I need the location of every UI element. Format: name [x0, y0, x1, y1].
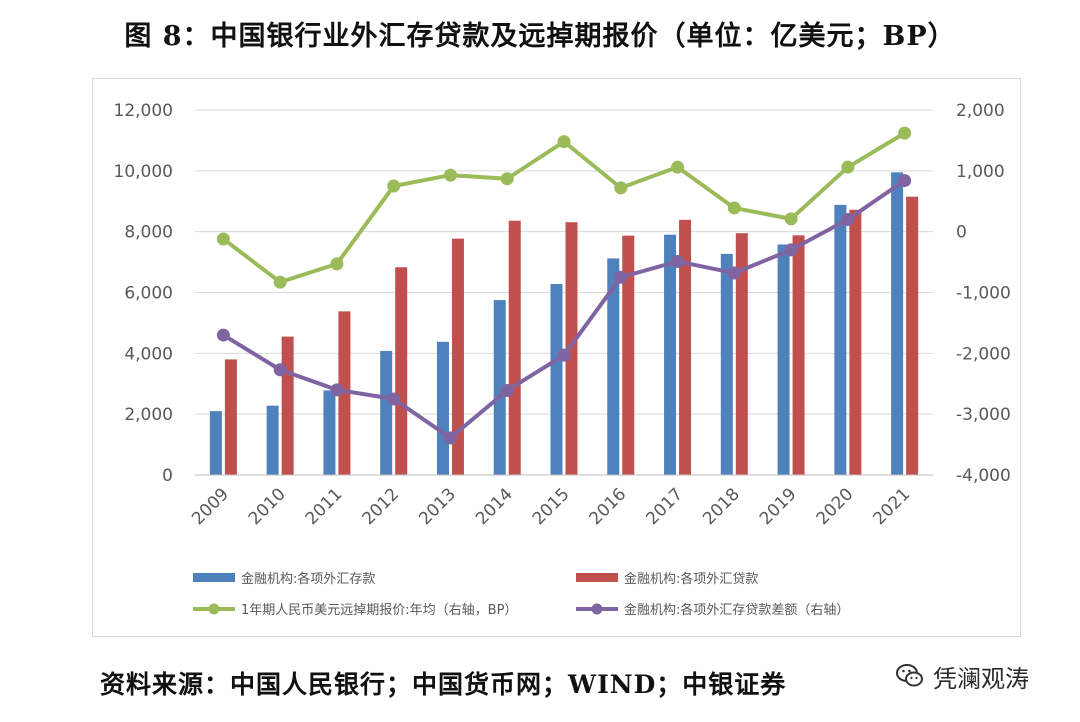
gap-point: [500, 383, 514, 397]
x-tick-label: 2012: [358, 484, 403, 529]
figure-title: 图 8：中国银行业外汇存贷款及远掉期报价（单位：亿美元；BP）: [124, 21, 956, 52]
watermark-text: 凭澜观涛: [933, 664, 1029, 693]
bar-deposit: [266, 405, 279, 475]
swap-point: [671, 160, 685, 174]
swap-point: [443, 168, 457, 182]
bar-deposit: [436, 341, 449, 475]
y-right-tick-label: 1,000: [956, 162, 1005, 182]
gap-point: [330, 383, 344, 397]
gap-point: [443, 431, 457, 445]
legend-swatch: [193, 573, 235, 582]
legend-label: 金融机构:各项外汇存款: [241, 571, 375, 587]
x-tick-label: 2011: [302, 484, 347, 529]
gap-point: [273, 363, 287, 377]
gap-point: [841, 213, 855, 226]
x-tick-label: 2016: [586, 484, 631, 529]
x-tick-label: 2013: [415, 484, 460, 529]
y-right-tick-label: 0: [956, 223, 967, 243]
y-right-tick-label: 2,000: [956, 101, 1005, 121]
bar-loan: [508, 220, 521, 475]
gap-point: [387, 392, 401, 406]
bar-deposit: [834, 204, 847, 475]
swap-point: [898, 126, 912, 140]
legend-swatch: [576, 573, 618, 582]
y-left-tick-label: 0: [162, 466, 173, 486]
gap-point: [557, 348, 571, 362]
swap-point: [784, 212, 798, 226]
x-tick-label: 2017: [642, 484, 687, 529]
bar-deposit: [720, 253, 733, 475]
x-tick-label: 2014: [472, 484, 517, 529]
bar-deposit: [380, 350, 393, 475]
bar-deposit: [209, 411, 222, 475]
source-note: 资料来源：中国人民银行；中国货币网；WIND；中银证券: [100, 670, 787, 699]
chart-frame: 0 2,000 4,000 6,000 8,000 10,000 12,000 -4,000 -…: [92, 78, 1021, 637]
wechat-icon: [896, 664, 923, 687]
bar-loan: [849, 209, 862, 475]
bar-loan: [395, 267, 408, 475]
bar-loan: [281, 336, 294, 475]
swap-point: [216, 232, 230, 246]
bar-loan: [451, 238, 464, 475]
legend-label: 1年期人民币美元远掉期报价:年均（右轴，BP）: [241, 603, 517, 618]
y-left-tick-label: 6,000: [124, 284, 173, 304]
y-left-tick-label: 2,000: [124, 405, 173, 425]
chart-svg: 0 2,000 4,000 6,000 8,000 10,000 12,000 -4,000 -…: [114, 101, 1011, 618]
legend-marker: [591, 603, 603, 615]
bar-deposit: [664, 234, 677, 475]
x-tick-label: 2018: [699, 484, 744, 529]
bar-deposit: [323, 390, 336, 475]
swap-point: [387, 179, 401, 193]
swap-point: [500, 172, 514, 186]
swap-point: [841, 160, 855, 174]
bar-loan: [906, 196, 919, 475]
y-right-tick-label: -3,000: [956, 405, 1011, 425]
swap-point: [273, 275, 287, 289]
bar-loan: [224, 359, 237, 475]
y-right-tick-label: -1,000: [956, 284, 1011, 304]
gap-point: [614, 270, 628, 284]
bar-loan: [622, 235, 635, 475]
bar-loan: [735, 233, 748, 475]
gap-point: [784, 243, 798, 257]
gap-point: [898, 174, 912, 188]
legend-label: 金融机构:各项外汇贷款: [624, 571, 758, 587]
bar-loan: [565, 222, 578, 475]
watermark: 凭澜观涛: [895, 656, 1029, 696]
swap-point: [727, 201, 741, 215]
y-right-tick-label: -2,000: [956, 344, 1011, 364]
y-right-tick-label: -4,000: [956, 466, 1011, 486]
x-tick-label: 2015: [529, 484, 574, 529]
x-tick-label: 2021: [869, 484, 914, 529]
gap-point: [216, 328, 230, 342]
y-left-tick-label: 4,000: [124, 344, 173, 364]
bar-deposit: [891, 172, 904, 475]
bar-deposit: [777, 244, 790, 475]
gap-point: [727, 266, 741, 280]
bar-deposit: [607, 258, 620, 475]
bar-loan: [792, 235, 805, 475]
bar-loan: [679, 219, 692, 475]
swap-point: [330, 257, 344, 271]
x-tick-label: 2019: [756, 484, 801, 529]
swap-point: [557, 135, 571, 149]
gap-point: [671, 254, 685, 268]
x-tick-label: 2010: [245, 484, 290, 529]
legend-label: 金融机构:各项外汇存贷款差额（右轴）: [624, 602, 849, 618]
swap-point: [614, 181, 628, 195]
bar-loan: [338, 311, 351, 475]
x-tick-label: 2020: [813, 484, 858, 529]
y-left-tick-label: 12,000: [114, 101, 173, 121]
bar-deposit: [550, 283, 563, 475]
bar-deposit: [493, 300, 506, 475]
legend-marker: [208, 603, 220, 615]
x-tick-label: 2009: [188, 484, 233, 529]
y-left-tick-label: 8,000: [124, 223, 173, 243]
y-left-tick-label: 10,000: [114, 162, 173, 182]
